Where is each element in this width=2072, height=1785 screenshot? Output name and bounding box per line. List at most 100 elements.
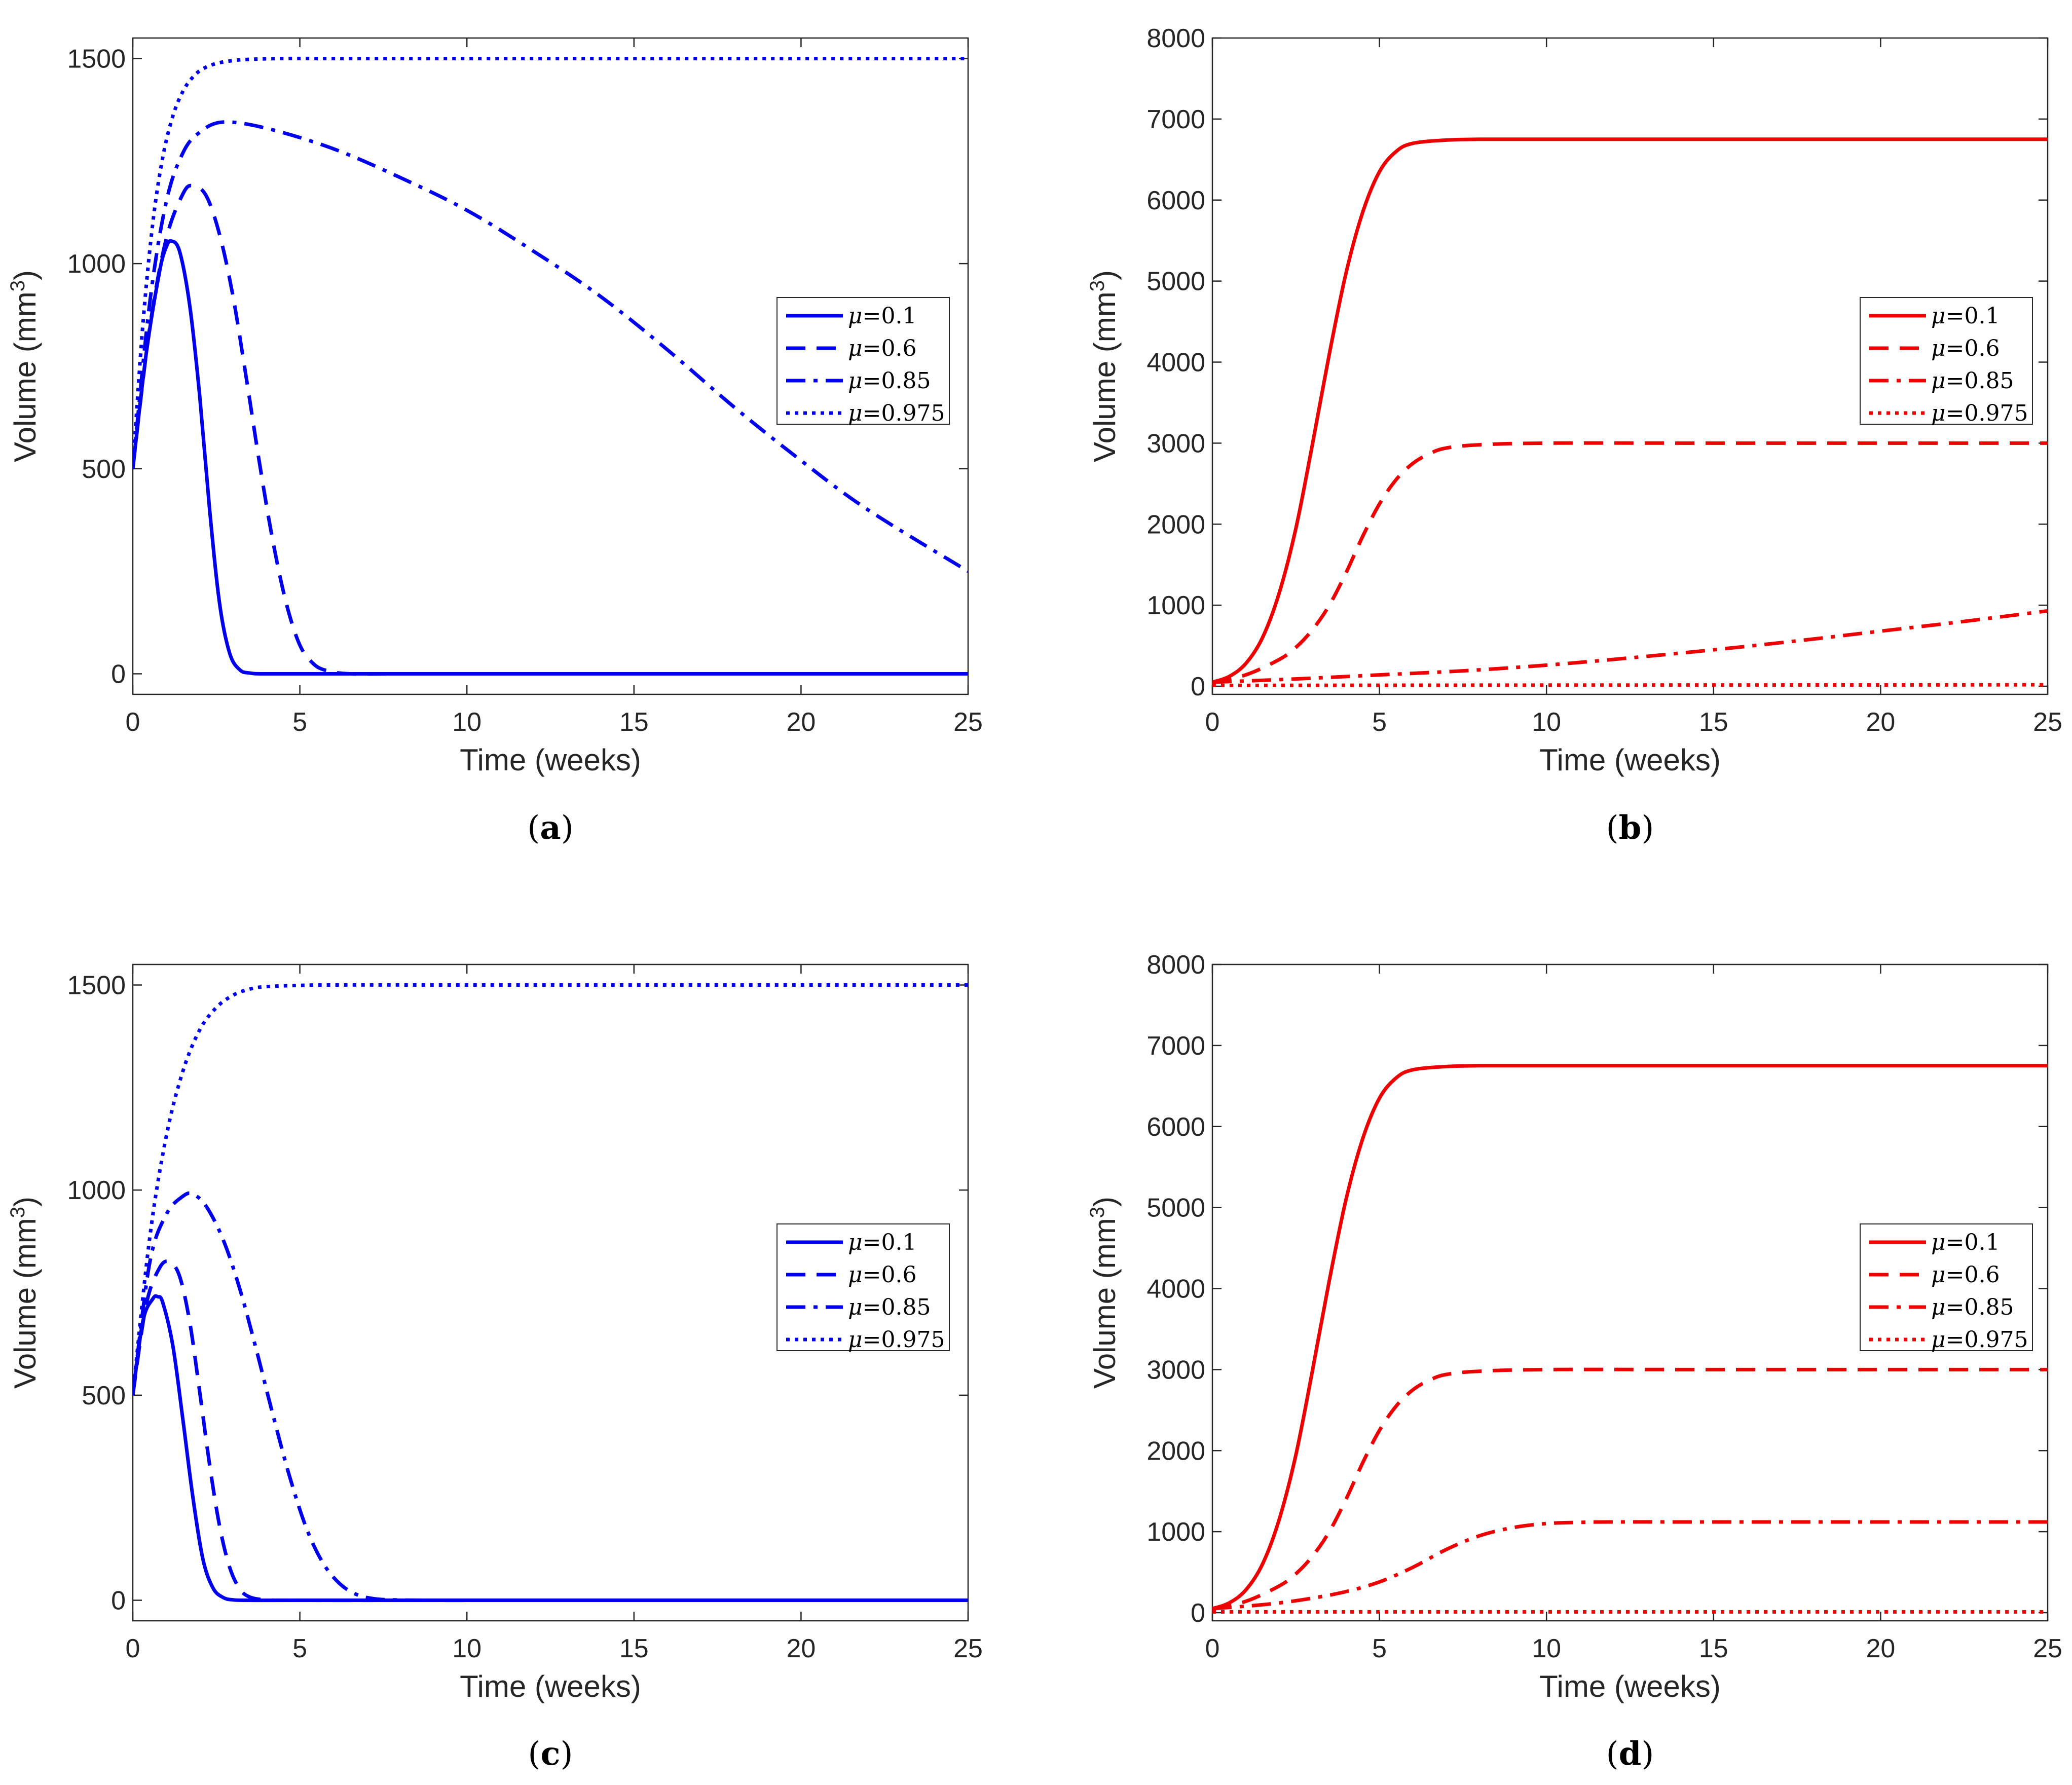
y-tick-label: 6000 — [1146, 186, 1205, 215]
y-axis-label: Volume (mm3) — [7, 1197, 42, 1389]
legend-value: =0.85 — [863, 1294, 931, 1320]
legend-entry: μ=0.975 — [848, 1327, 945, 1353]
legend-box — [776, 1223, 950, 1351]
x-tick-label: 15 — [619, 1634, 649, 1663]
x-tick-label: 20 — [1866, 1634, 1895, 1663]
y-tick-label: 1000 — [1146, 1517, 1205, 1547]
y-axis-label-sup: 3 — [1086, 280, 1108, 291]
legend-symbol: μ — [848, 336, 863, 361]
x-tick-label: 25 — [953, 1634, 983, 1663]
legend-symbol: μ — [848, 1262, 863, 1288]
x-tick-label: 10 — [452, 708, 482, 737]
y-tick-label: 2000 — [1146, 510, 1205, 539]
y-tick-label: 3000 — [1146, 1355, 1205, 1385]
legend: μ=0.1μ=0.6μ=0.85μ=0.975 — [1860, 297, 2033, 426]
series-line-dashdot — [133, 1191, 968, 1603]
y-axis-label-text: Volume (mm — [8, 291, 42, 462]
legend-value: =0.975 — [863, 1327, 945, 1353]
legend-symbol: μ — [1931, 336, 1946, 361]
y-axis-label-end: ) — [1088, 1197, 1122, 1207]
legend-entry: μ=0.1 — [848, 303, 916, 329]
series-group — [1212, 137, 2048, 687]
series-line-dashed — [133, 183, 968, 676]
x-tick-label: 25 — [953, 708, 983, 737]
chart-panel-c: 0 5 10 15 20 25 0 500 1000 1500 Time (weeks) Volume… — [7, 963, 983, 1773]
y-axis-label: Volume (mm3) — [7, 270, 42, 462]
legend: μ=0.1μ=0.6μ=0.85μ=0.975 — [776, 297, 950, 426]
x-tick-label: 10 — [452, 1634, 482, 1663]
panel-caption: (d) — [1606, 1735, 1654, 1773]
panel-caption: (b) — [1606, 809, 1654, 847]
x-tick-label: 20 — [786, 708, 816, 737]
x-tick-label: 5 — [292, 1634, 307, 1663]
y-axis-label-text: Volume (mm — [1088, 291, 1122, 462]
legend-symbol: μ — [1931, 1262, 1946, 1288]
chart-panel-a: 0 5 10 15 20 25 0 500 1000 1500 Time (weeks) Volume… — [7, 37, 983, 847]
x-tick-label: 25 — [2033, 1634, 2062, 1663]
panel-letter: b — [1619, 809, 1642, 847]
legend-entry: μ=0.85 — [1931, 1294, 2014, 1320]
legend-symbol: μ — [1931, 1230, 1946, 1255]
x-tick-label: 5 — [292, 708, 307, 737]
panel-letter: d — [1619, 1735, 1642, 1773]
y-axis-label-sup: 3 — [7, 1207, 29, 1218]
legend-value: =0.975 — [1946, 400, 2028, 426]
x-tick-label: 5 — [1372, 1634, 1387, 1663]
legend-value: =0.6 — [863, 336, 917, 361]
legend-value: =0.85 — [1946, 368, 2014, 394]
legend-symbol: μ — [1931, 303, 1946, 329]
series-line-dashdot — [133, 120, 968, 573]
legend-value: =0.85 — [1946, 1294, 2014, 1320]
legend-entry: μ=0.1 — [1931, 303, 2000, 329]
legend-value: =0.1 — [1946, 303, 2000, 329]
x-tick-label: 0 — [126, 708, 140, 737]
y-tick-label: 1000 — [67, 249, 126, 279]
panel-caption: (c) — [528, 1735, 573, 1773]
legend-symbol: μ — [848, 303, 863, 329]
legend-entry: μ=0.975 — [1931, 400, 2028, 426]
x-axis-label: Time (weeks) — [1539, 743, 1721, 777]
legend-symbol: μ — [848, 368, 863, 394]
legend-value: =0.6 — [863, 1262, 917, 1288]
series-group — [1212, 1064, 2048, 1614]
series-line-dashdot — [1212, 1520, 2048, 1611]
legend-entry: μ=0.975 — [1931, 1327, 2028, 1353]
x-axis-label: Time (weeks) — [460, 1669, 641, 1703]
legend-symbol: μ — [1931, 368, 1946, 394]
legend-entry: μ=0.85 — [848, 1294, 931, 1320]
legend-entry: μ=0.975 — [848, 400, 945, 426]
legend: μ=0.1μ=0.6μ=0.85μ=0.975 — [1860, 1223, 2033, 1353]
x-tick-label: 20 — [1866, 708, 1895, 737]
y-tick-label: 1500 — [67, 44, 126, 73]
x-tick-label: 15 — [1699, 708, 1728, 737]
x-tick-label: 10 — [1532, 1634, 1561, 1663]
legend-symbol: μ — [1931, 400, 1946, 426]
x-tick-label: 0 — [126, 1634, 140, 1663]
series-line-dotted — [133, 56, 968, 469]
legend-entry: μ=0.85 — [848, 368, 931, 394]
x-tick-label: 20 — [786, 1634, 816, 1663]
legend-symbol: μ — [1931, 1327, 1946, 1353]
legend-box — [776, 297, 950, 425]
y-axis-label-end: ) — [8, 270, 42, 280]
y-tick-label: 500 — [82, 1381, 126, 1410]
x-tick-label: 0 — [1205, 1634, 1220, 1663]
legend-box — [1860, 1223, 2033, 1351]
legend-symbol: μ — [848, 400, 863, 426]
legend-symbol: μ — [1931, 1294, 1946, 1320]
y-tick-label: 8000 — [1146, 24, 1205, 53]
legend-entry: μ=0.6 — [1931, 1262, 2000, 1288]
y-tick-label: 0 — [111, 1586, 126, 1616]
x-axis-label: Time (weeks) — [1539, 1669, 1721, 1703]
panel-letter: a — [540, 809, 561, 847]
y-axis-label-sup: 3 — [7, 280, 29, 291]
y-tick-label: 4000 — [1146, 1275, 1205, 1304]
legend-entry: μ=0.6 — [1931, 336, 2000, 361]
series-line-dotted — [133, 983, 968, 1396]
y-tick-label: 5000 — [1146, 1194, 1205, 1223]
y-tick-label: 4000 — [1146, 348, 1205, 378]
legend-value: =0.1 — [863, 1230, 917, 1255]
y-axis-label-end: ) — [1088, 270, 1122, 280]
series-line-solid — [1212, 137, 2048, 684]
